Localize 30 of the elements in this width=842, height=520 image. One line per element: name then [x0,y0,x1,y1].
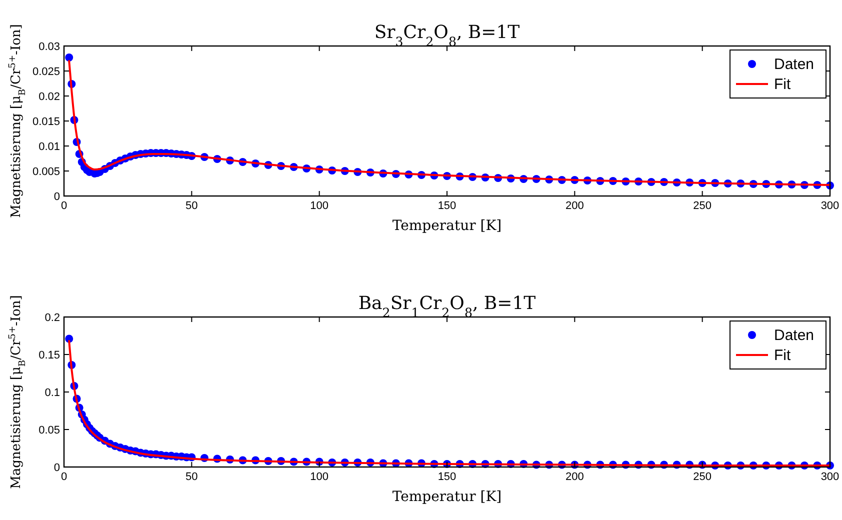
legend-label: Daten [774,56,814,73]
x-axis-title: Temperatur [K] [392,489,502,505]
y-tick-label: 0.025 [32,66,60,78]
x-tick-label: 250 [693,200,712,212]
x-tick-label: 300 [820,471,840,483]
y-tick-label: 0.02 [38,91,60,103]
x-tick-label: 300 [820,200,840,212]
y-tick-label: 0.015 [32,116,60,128]
y-tick-label: 0.2 [44,312,60,324]
x-tick-label: 100 [310,200,329,212]
legend-label: Daten [774,327,814,344]
x-tick-label: 150 [438,471,456,483]
x-tick-label: 50 [186,471,198,483]
y-tick-label: 0.1 [44,387,60,399]
y-tick-label: 0.01 [38,141,60,153]
y-tick-label: 0 [54,462,60,474]
legend-label: Fit [774,347,792,364]
x-tick-label: 150 [438,200,456,212]
legend-label: Fit [774,76,792,93]
x-tick-label: 50 [186,200,198,212]
y-tick-label: 0.005 [32,166,60,178]
x-tick-label: 100 [310,471,329,483]
x-axis-title: Temperatur [K] [392,218,502,234]
x-tick-label: 200 [565,471,584,483]
y-tick-label: 0.03 [38,41,60,53]
x-tick-label: 250 [693,471,712,483]
y-tick-label: 0.05 [38,424,60,436]
y-tick-label: 0 [54,191,60,203]
x-tick-label: 200 [565,200,584,212]
y-tick-label: 0.15 [38,350,60,362]
